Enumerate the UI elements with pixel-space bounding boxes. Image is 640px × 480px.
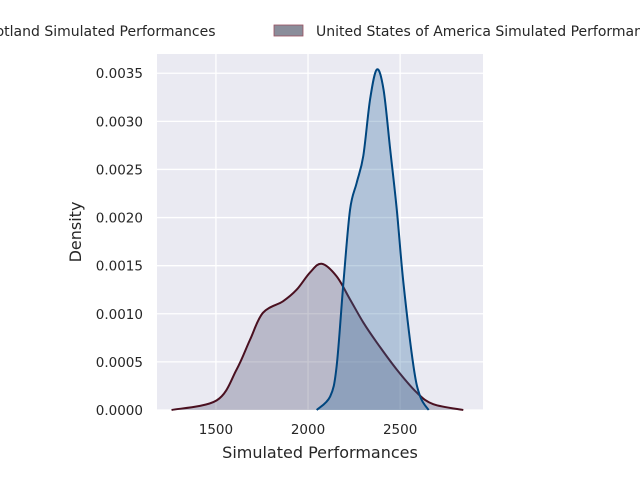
y-tick-label: 0.0025: [96, 162, 143, 178]
plot-background: [157, 54, 483, 410]
x-tick-label: 2500: [383, 422, 417, 438]
density-line-scotland: [171, 262, 464, 411]
legend: Scotland Simulated Performances United S…: [0, 24, 640, 40]
y-tick-labels: 0.0000 0.0005 0.0010 0.0015 0.0020 0.002…: [96, 66, 143, 419]
y-tick-label: 0.0030: [96, 114, 143, 130]
density-fill-scotland: [171, 263, 464, 410]
y-tick-label: 0.0035: [96, 66, 143, 82]
y-axis-label: Density: [66, 202, 85, 263]
density-fill-usa: [316, 69, 429, 410]
y-tick-label: 0.0000: [96, 403, 143, 419]
y-tick-label: 0.0020: [96, 211, 143, 227]
x-tick-labels: 1500 2000 2500: [199, 422, 418, 438]
x-tick-label: 1500: [199, 422, 233, 438]
x-axis-label: Simulated Performances: [222, 443, 418, 462]
legend-swatch-usa: [273, 24, 304, 37]
x-tick-label: 2000: [291, 422, 325, 438]
y-tick-label: 0.0010: [96, 307, 143, 323]
legend-label-scotland: Scotland Simulated Performances: [0, 24, 216, 40]
legend-label-usa: United States of America Simulated Perfo…: [316, 24, 640, 40]
y-tick-label: 0.0015: [96, 259, 143, 275]
y-tick-label: 0.0005: [96, 355, 143, 371]
density-line-usa: [315, 68, 430, 411]
grid: [157, 54, 483, 411]
density-areas: [171, 68, 464, 411]
